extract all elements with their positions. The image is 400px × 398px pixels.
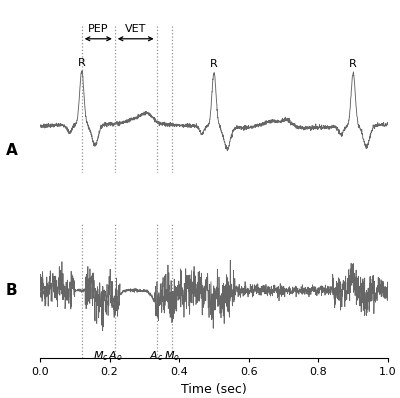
Text: B: B bbox=[6, 283, 17, 298]
Text: $A_c$: $A_c$ bbox=[149, 349, 164, 363]
X-axis label: Time (sec): Time (sec) bbox=[181, 383, 247, 396]
Text: R: R bbox=[349, 59, 357, 69]
Text: R: R bbox=[78, 58, 86, 68]
Text: PEP: PEP bbox=[88, 24, 108, 34]
Text: $M_c$: $M_c$ bbox=[93, 349, 109, 363]
Text: A: A bbox=[6, 143, 17, 158]
Text: $A_o$: $A_o$ bbox=[108, 349, 122, 363]
Text: VET: VET bbox=[125, 24, 146, 34]
Text: R: R bbox=[210, 59, 218, 69]
Text: $M_o$: $M_o$ bbox=[164, 349, 180, 363]
